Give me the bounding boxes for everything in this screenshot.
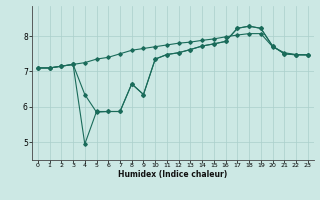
X-axis label: Humidex (Indice chaleur): Humidex (Indice chaleur) (118, 170, 228, 179)
